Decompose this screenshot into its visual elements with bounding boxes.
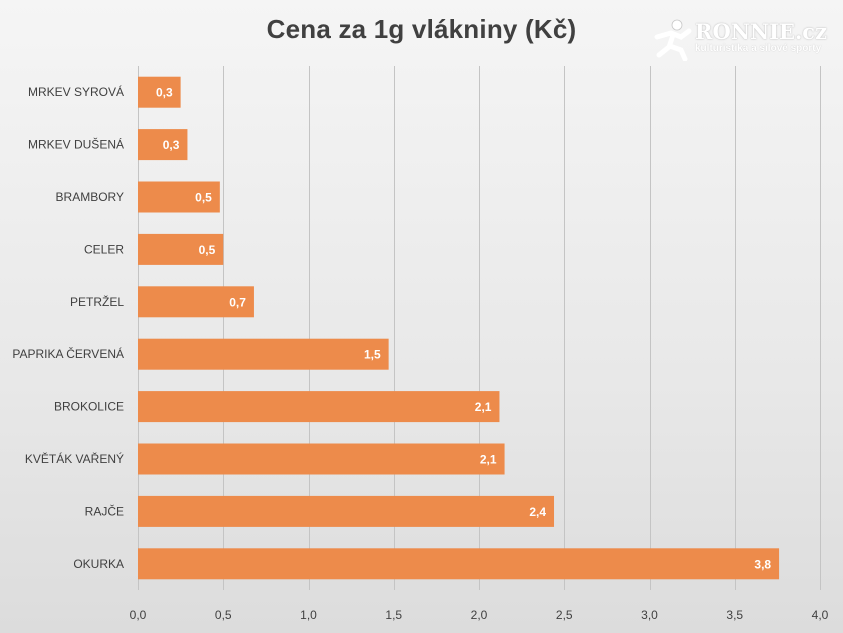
category-label: RAJČE [85, 503, 124, 518]
category-label: OKURKA [73, 557, 124, 571]
category-label: BROKOLICE [54, 400, 124, 414]
bar [138, 338, 389, 370]
data-label: 0,5 [199, 243, 216, 257]
x-tick-label: 4,0 [812, 608, 829, 622]
data-label: 1,5 [364, 348, 381, 362]
category-label: KVĚTÁK VAŘENÝ [25, 451, 124, 466]
watermark-brand: RONNIE.cz [695, 19, 827, 44]
data-label: 0,3 [156, 86, 173, 100]
category-label: PETRŽEL [70, 294, 124, 309]
x-tick-label: 2,5 [556, 608, 573, 622]
x-tick-label: 0,0 [130, 608, 147, 622]
data-labels: 0,3 0,3 0,5 0,5 0,7 1,5 2,1 2,1 2,4 3,8 [156, 86, 771, 572]
bar [138, 391, 500, 423]
runner-figure-icon [654, 19, 692, 61]
x-tick-label: 3,5 [726, 608, 743, 622]
bar [138, 443, 505, 475]
x-tick-label: 1,0 [300, 608, 317, 622]
category-label: MRKEV DUŠENÁ [28, 137, 124, 152]
x-tick-label: 1,5 [385, 608, 402, 622]
watermark-logo: RONNIE.cz kulturistika a silové sporty [651, 17, 831, 61]
bar [138, 286, 254, 318]
x-tick-label: 0,5 [215, 608, 232, 622]
watermark-tagline: kulturistika a silové sporty [695, 43, 822, 54]
bar [138, 548, 780, 580]
bar [138, 181, 220, 213]
bar [138, 76, 181, 108]
data-label: 2,1 [475, 400, 492, 414]
category-label: CELER [84, 242, 124, 256]
category-label: BRAMBORY [56, 190, 124, 204]
data-label: 0,5 [195, 191, 212, 205]
category-labels: MRKEV SYROVÁ MRKEV DUŠENÁ BRAMBORY CELER PET… [12, 84, 124, 571]
category-label: PAPRIKA ČERVENÁ [12, 346, 124, 361]
data-label: 2,1 [480, 453, 497, 467]
bar [138, 129, 188, 161]
x-tick-label: 3,0 [641, 608, 658, 622]
data-label: 0,7 [229, 295, 246, 309]
data-label: 3,8 [754, 557, 771, 571]
x-axis-tick-labels: 0,0 0,5 1,0 1,5 2,0 2,5 3,0 3,5 4,0 [130, 608, 829, 622]
category-label: MRKEV SYROVÁ [28, 84, 124, 99]
bar [138, 233, 224, 265]
bars [138, 76, 780, 580]
data-label: 2,4 [529, 505, 546, 519]
bar [138, 495, 555, 527]
chart-title: Cena za 1g vlákniny (Kč) [266, 14, 577, 44]
data-label: 0,3 [163, 138, 180, 152]
x-tick-label: 2,0 [471, 608, 488, 622]
